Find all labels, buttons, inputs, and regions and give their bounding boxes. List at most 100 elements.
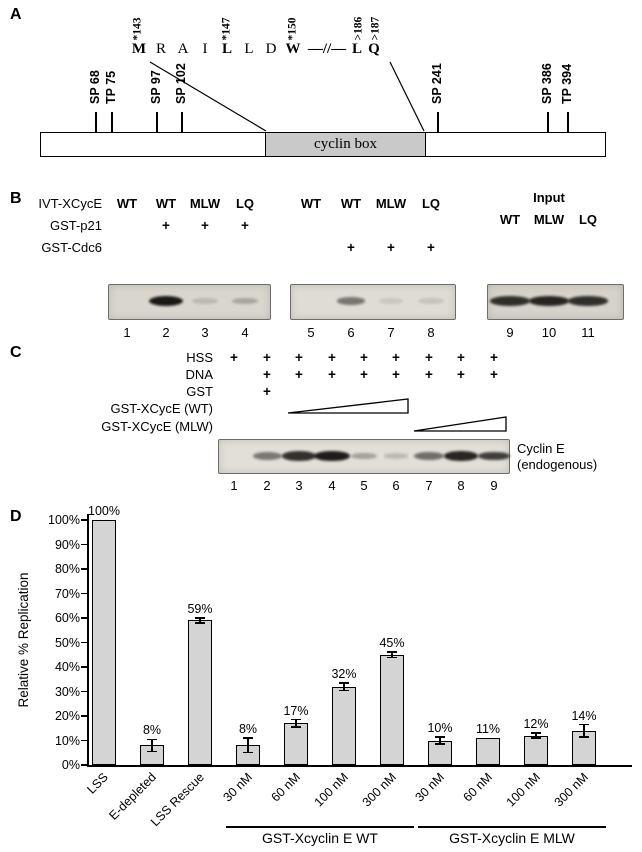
error-bar-cap [243,737,253,739]
bar-value-label: 14% [571,708,597,723]
bar [284,723,308,765]
lane-header: MLW [375,196,407,211]
treatment-row-label: DNA [185,367,213,382]
plus-mark: + [457,367,465,382]
gel-target-label-line1: Cyclin E [517,441,565,456]
group-label: GST-Xcyclin E WT [262,830,378,846]
plus-mark: + [328,367,336,382]
phospho-site-tick [437,112,439,133]
plus-mark: + [295,350,303,365]
titration-row-label: GST-XCycE (WT) [110,401,213,416]
lane-number: 5 [360,478,368,493]
y-tick-label: 100% [48,513,80,527]
y-tick-label: 10% [54,733,80,748]
error-bar-cap [195,622,205,624]
lane-number: 9 [506,325,514,340]
gel-band [314,451,350,461]
gel-blot [290,284,456,320]
error-bar-cap [387,656,397,659]
phospho-site-tick [547,112,549,133]
y-tick-mark [81,641,87,644]
row-label-gst-cdc6: GST-Cdc6 [41,240,102,255]
error-bar [439,736,441,745]
lane-number: 1 [230,478,238,493]
gel-band [350,452,378,460]
gel-band [418,298,444,304]
y-tick-label: 30% [54,684,80,699]
sequence-letter: M [131,41,147,57]
plus-mark: + [162,218,170,233]
bar-value-label: 11% [475,722,501,737]
panel-c-label: C [10,344,22,361]
error-bar-cap [243,752,253,754]
plus-mark: + [490,350,498,365]
gel-band [336,297,366,305]
panel-a-label: A [10,6,22,23]
sequence-letter: A [177,41,189,57]
phospho-site-tick [156,112,158,133]
gel-band [192,298,218,304]
bar-value-label: 12% [523,717,549,732]
lane-number: 5 [307,325,315,340]
lane-header: MLW [189,196,221,211]
plus-mark: + [263,384,271,399]
lane-header: WT [116,196,138,211]
y-tick-label: 20% [54,709,80,723]
gel-target-label-line2: (endogenous) [517,457,598,472]
titration-row-label: GST-XCycE (MLW) [101,419,213,434]
error-bar-cap [435,736,445,738]
plus-mark: + [230,350,238,365]
error-bar [391,651,393,658]
error-bar-cap [435,743,445,745]
plus-mark: + [263,367,271,382]
error-bar [199,618,201,623]
plus-mark: + [387,240,395,255]
bar-value-label: 17% [283,703,309,718]
plus-mark: + [457,350,465,365]
gel-band [282,451,316,461]
phospho-site-tick [181,112,183,133]
sequence-letter: I [202,41,208,57]
lane-header: WT [300,196,322,211]
bar-value-label: 45% [379,635,405,650]
plus-mark: + [295,367,303,382]
cyclin-box-label: cyclin box [314,136,377,152]
error-bar-cap [531,732,541,734]
sequence-letter: R [155,41,166,57]
y-tick-mark [81,764,87,766]
plus-mark: + [490,367,498,382]
group-label: GST-Xcyclin E MLW [449,830,575,846]
lane-number: 10 [541,325,557,340]
input-group-label: Input [533,190,565,205]
lane-number: 2 [263,478,271,493]
error-bar [151,739,153,752]
lane-number: 7 [387,325,395,340]
bar-value-label: 32% [331,666,357,681]
y-tick-mark [81,690,87,693]
lane-number: 9 [490,478,498,493]
lane-number: 3 [201,325,209,340]
gel-blot [108,284,271,320]
lane-number: 7 [425,478,433,493]
plus-mark: + [201,218,209,233]
y-tick-label: 40% [54,660,80,674]
plus-mark: + [427,240,435,255]
plus-mark: + [425,367,433,382]
lane-number: 6 [392,478,400,493]
y-tick-label: 60% [54,611,80,625]
y-axis-line [87,514,89,766]
error-bar-cap [531,737,541,739]
y-tick-mark [81,592,87,595]
error-bar [535,733,537,739]
gel-band [528,296,570,306]
error-bar-cap [147,750,157,753]
sequence-callout-left-line [149,61,267,132]
bar [524,735,548,765]
gel-band [231,297,259,305]
sequence-callout-right-line [389,61,425,132]
phospho-site-tick [95,112,97,133]
